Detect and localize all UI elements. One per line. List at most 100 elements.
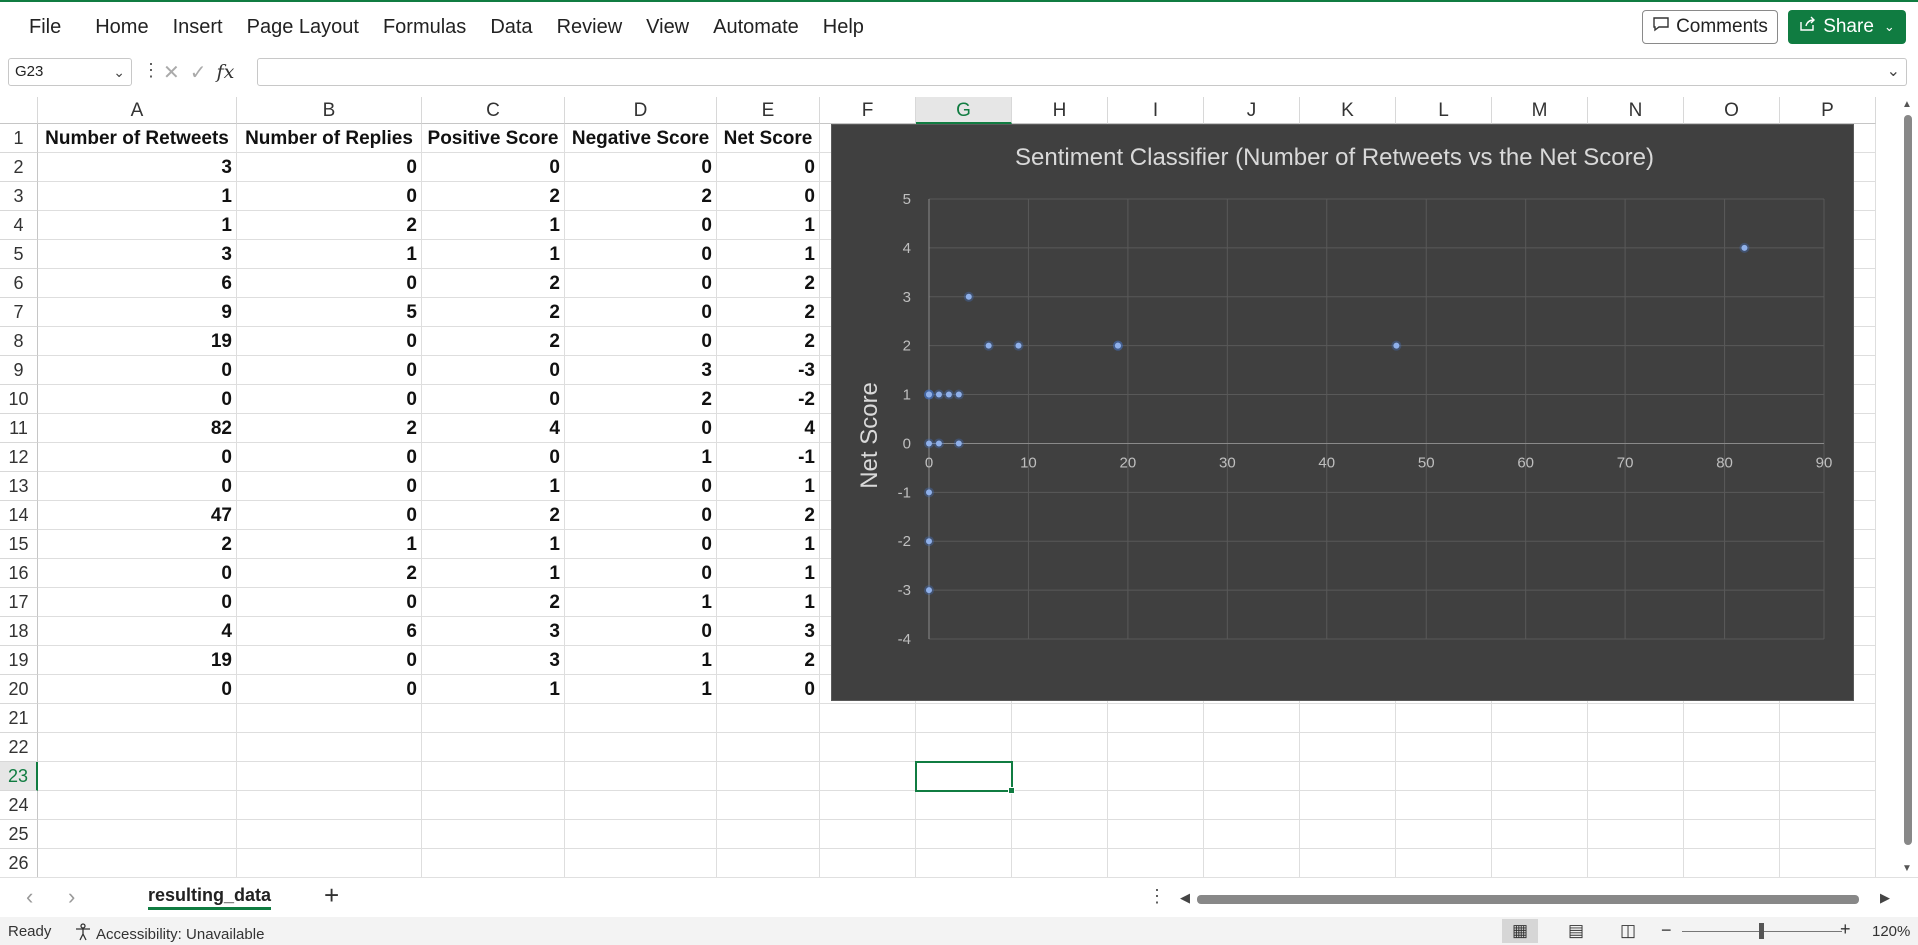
scatter-chart[interactable]: 0 10 20 30 40 50 60 70 80 90 5 4 3 2 1 0 -1 -2 -3 -4 Sentime…	[831, 124, 1854, 701]
cell-b19[interactable]: 0	[237, 646, 422, 675]
cell-l25[interactable]	[1396, 820, 1492, 849]
cell-k25[interactable]	[1300, 820, 1396, 849]
column-header-j[interactable]: J	[1204, 97, 1300, 124]
cell-c16[interactable]: 1	[422, 559, 565, 588]
cell-b18[interactable]: 6	[237, 617, 422, 646]
row-header-20[interactable]: 20	[0, 675, 38, 704]
next-sheet-icon[interactable]: ›	[68, 884, 76, 909]
cell-b16[interactable]: 2	[237, 559, 422, 588]
cell-c18[interactable]: 3	[422, 617, 565, 646]
cell-h25[interactable]	[1012, 820, 1108, 849]
cell-e19[interactable]: 2	[717, 646, 820, 675]
cell-c8[interactable]: 2	[422, 327, 565, 356]
cell-a20[interactable]: 0	[38, 675, 237, 704]
enter-check-icon[interactable]: ✓	[189, 61, 207, 84]
cell-o26[interactable]	[1684, 849, 1780, 878]
cell-a23[interactable]	[38, 762, 237, 791]
column-header-d[interactable]: D	[565, 97, 717, 124]
zoom-out-icon[interactable]: −	[1661, 920, 1672, 940]
row-header-19[interactable]: 19	[0, 646, 38, 675]
cell-m24[interactable]	[1492, 791, 1588, 820]
cell-o25[interactable]	[1684, 820, 1780, 849]
row-header-11[interactable]: 11	[0, 414, 38, 443]
cell-c15[interactable]: 1	[422, 530, 565, 559]
cell-d15[interactable]: 0	[565, 530, 717, 559]
row-header-15[interactable]: 15	[0, 530, 38, 559]
cell-c19[interactable]: 3	[422, 646, 565, 675]
cell-e24[interactable]	[717, 791, 820, 820]
active-cell-selection[interactable]	[915, 761, 1015, 794]
cell-b2[interactable]: 0	[237, 153, 422, 182]
cell-m23[interactable]	[1492, 762, 1588, 791]
row-header-13[interactable]: 13	[0, 472, 38, 501]
insert-function-icon[interactable]: fx	[216, 61, 235, 83]
cell-i24[interactable]	[1108, 791, 1204, 820]
cell-c5[interactable]: 1	[422, 240, 565, 269]
cell-d17[interactable]: 1	[565, 588, 717, 617]
cell-o24[interactable]	[1684, 791, 1780, 820]
cell-e20[interactable]: 0	[717, 675, 820, 704]
cell-c17[interactable]: 2	[422, 588, 565, 617]
cell-c3[interactable]: 2	[422, 182, 565, 211]
cell-d23[interactable]	[565, 762, 717, 791]
cell-l22[interactable]	[1396, 733, 1492, 762]
menu-file[interactable]: File	[29, 16, 62, 38]
cell-p23[interactable]	[1780, 762, 1876, 791]
cell-a25[interactable]	[38, 820, 237, 849]
cell-l21[interactable]	[1396, 704, 1492, 733]
cell-a19[interactable]: 19	[38, 646, 237, 675]
cell-n24[interactable]	[1588, 791, 1684, 820]
cell-j21[interactable]	[1204, 704, 1300, 733]
cell-a8[interactable]: 19	[38, 327, 237, 356]
cell-f25[interactable]	[820, 820, 916, 849]
cell-e15[interactable]: 1	[717, 530, 820, 559]
column-header-l[interactable]: L	[1396, 97, 1492, 124]
cell-p25[interactable]	[1780, 820, 1876, 849]
menu-automate[interactable]: Automate	[713, 16, 799, 38]
cell-j24[interactable]	[1204, 791, 1300, 820]
cell-k23[interactable]	[1300, 762, 1396, 791]
vertical-scrollbar[interactable]: ▲ ▼	[1898, 97, 1918, 877]
row-header-9[interactable]: 9	[0, 356, 38, 385]
cell-d6[interactable]: 0	[565, 269, 717, 298]
cell-e8[interactable]: 2	[717, 327, 820, 356]
menu-view[interactable]: View	[646, 16, 690, 38]
cell-b5[interactable]: 1	[237, 240, 422, 269]
cell-b26[interactable]	[237, 849, 422, 878]
cell-p22[interactable]	[1780, 733, 1876, 762]
more-options-icon[interactable]: ⋮	[142, 60, 160, 80]
cell-d8[interactable]: 0	[565, 327, 717, 356]
cell-c26[interactable]	[422, 849, 565, 878]
cell-f21[interactable]	[820, 704, 916, 733]
row-header-26[interactable]: 26	[0, 849, 38, 878]
cell-c25[interactable]	[422, 820, 565, 849]
cell-d12[interactable]: 1	[565, 443, 717, 472]
cell-b20[interactable]: 0	[237, 675, 422, 704]
cell-e5[interactable]: 1	[717, 240, 820, 269]
cell-a13[interactable]: 0	[38, 472, 237, 501]
cell-b15[interactable]: 1	[237, 530, 422, 559]
cell-l26[interactable]	[1396, 849, 1492, 878]
cell-g25[interactable]	[916, 820, 1012, 849]
cell-n25[interactable]	[1588, 820, 1684, 849]
cell-e6[interactable]: 2	[717, 269, 820, 298]
cell-e14[interactable]: 2	[717, 501, 820, 530]
cell-o23[interactable]	[1684, 762, 1780, 791]
menu-data[interactable]: Data	[490, 16, 533, 38]
cell-b10[interactable]: 0	[237, 385, 422, 414]
cell-o21[interactable]	[1684, 704, 1780, 733]
row-header-3[interactable]: 3	[0, 182, 38, 211]
cell-b12[interactable]: 0	[237, 443, 422, 472]
row-header-8[interactable]: 8	[0, 327, 38, 356]
menu-home[interactable]: Home	[95, 16, 149, 38]
cell-a24[interactable]	[38, 791, 237, 820]
cell-l23[interactable]	[1396, 762, 1492, 791]
cell-b13[interactable]: 0	[237, 472, 422, 501]
cell-m26[interactable]	[1492, 849, 1588, 878]
cell-d21[interactable]	[565, 704, 717, 733]
cell-a6[interactable]: 6	[38, 269, 237, 298]
cell-h26[interactable]	[1012, 849, 1108, 878]
cell-a1[interactable]: Number of Retweets	[38, 124, 237, 153]
cell-j25[interactable]	[1204, 820, 1300, 849]
cell-b23[interactable]	[237, 762, 422, 791]
